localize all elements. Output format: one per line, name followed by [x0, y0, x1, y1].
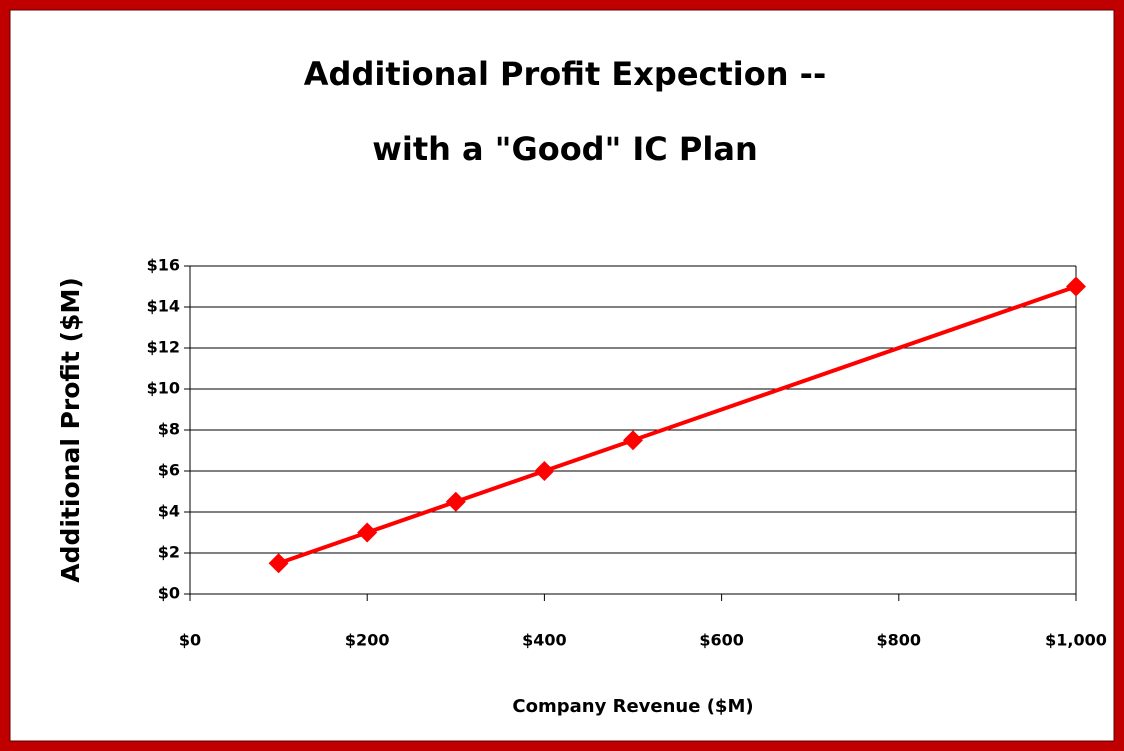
x-tick-label: $600: [699, 631, 744, 650]
x-axis-label: Company Revenue ($M): [512, 696, 753, 717]
marker: [534, 461, 555, 481]
chart-title: Additional Profit Expection --: [304, 55, 826, 93]
x-tick-label: $800: [877, 631, 922, 650]
y-axis-label: Additional Profit ($M): [56, 277, 85, 582]
y-tick-label: $14: [147, 297, 180, 316]
y-tick-label: $2: [158, 543, 180, 562]
x-tick-label: $400: [522, 631, 567, 650]
x-tick-label: $200: [345, 631, 390, 650]
chart-title: with a "Good" IC Plan: [372, 130, 757, 168]
y-tick-label: $10: [147, 379, 180, 398]
frame-inner: [9, 9, 1115, 742]
marker: [268, 553, 289, 574]
marker: [1066, 276, 1086, 297]
x-tick-label: $1,000: [1045, 631, 1107, 650]
x-tick-label: $0: [179, 631, 201, 650]
marker: [357, 522, 378, 543]
y-tick-label: $12: [147, 338, 180, 357]
y-tick-label: $4: [158, 502, 180, 521]
line: [277, 284, 1077, 566]
y-tick-label: $8: [158, 420, 180, 439]
y-tick-label: $0: [158, 584, 180, 603]
y-tick-label: $6: [158, 461, 180, 480]
y-tick-label: $16: [147, 256, 180, 275]
marker: [445, 491, 466, 512]
marker: [623, 430, 643, 451]
